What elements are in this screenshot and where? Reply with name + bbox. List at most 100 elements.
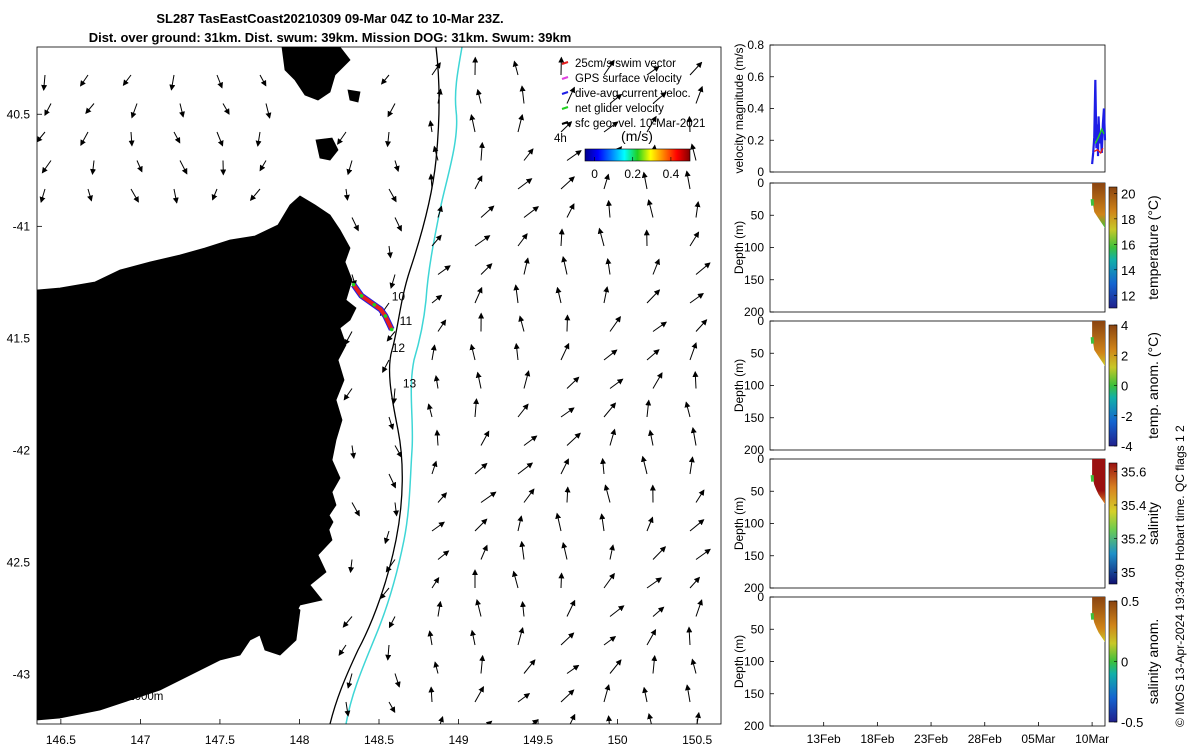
geo-vector-arrow (385, 559, 396, 573)
panel-colorbar-tick-label: 35 (1121, 565, 1135, 580)
geo-vector-arrow (652, 321, 667, 332)
panel-colorbar-tick-label: 0 (1121, 379, 1128, 394)
geo-vector-arrow (695, 262, 711, 275)
net-velocity-point (389, 327, 394, 332)
panel-frame (769, 458, 1106, 589)
geo-vector-arrow (523, 370, 531, 389)
track-day-label: 12 (392, 341, 406, 355)
map-x-tick-label: 150.5 (682, 733, 712, 747)
footer-credit: © IMOS 13-Apr-2024 19:34:09 Hobart time.… (1173, 425, 1187, 727)
geo-vector-arrow (652, 91, 667, 104)
geo-vector-arrow (695, 599, 703, 617)
small-island-a (315, 137, 339, 161)
geo-vector-arrow (603, 636, 617, 646)
geo-vector-arrow (648, 429, 654, 446)
profile-panel-4: 0 50 100 150 200 Depth (m) 35 35.2 35.4 35.6 salin… (732, 452, 1161, 595)
geo-vector-arrow (430, 344, 437, 361)
geo-vector-arrow (517, 693, 531, 703)
colorbar-gradient (584, 148, 691, 162)
legend-suffix: 4h (554, 133, 567, 145)
geo-vector-arrow (343, 388, 353, 401)
geo-vector-arrow (646, 199, 654, 218)
geo-vector-arrow (90, 160, 97, 176)
geo-vector-arrow (689, 293, 704, 304)
geo-vector-arrow (645, 399, 652, 418)
legend-swatch (561, 61, 569, 65)
geo-vector-arrow (346, 673, 353, 689)
panel-y-tick-label: 0.6 (747, 70, 764, 84)
geo-vector-arrow (603, 684, 611, 703)
northern-island (281, 47, 351, 101)
legend-entry: net glider velocity (575, 103, 664, 115)
chart-title-line2: Dist. over ground: 31km. Dist. swum: 39k… (88, 30, 572, 45)
geo-vector-arrow (560, 458, 569, 475)
geo-vector-arrow (338, 644, 347, 656)
geo-vector-arrow (640, 455, 648, 475)
geo-vector-arrow (609, 659, 622, 674)
geo-vector-arrow (480, 544, 488, 560)
panel-y-tick-label: 50 (751, 622, 765, 636)
profile-heatmap-edge (1090, 199, 1095, 206)
colorbar-tick-label: 0 (591, 167, 598, 181)
net-velocity-point (383, 314, 388, 318)
geo-vector-arrow (517, 627, 525, 646)
geo-vector-arrow (517, 113, 525, 133)
geo-vector-arrow (469, 114, 476, 133)
geo-vector-arrow (130, 188, 139, 203)
panel-colorbar-tick-label: 4 (1121, 318, 1128, 333)
geo-vector-arrow (479, 654, 486, 674)
panel-y-tick-label: 200 (744, 719, 764, 733)
panel-y-tick-label: 0 (757, 165, 764, 179)
geo-vector-arrow (259, 74, 267, 87)
colorbar-label: (m/s) (621, 128, 653, 144)
geo-vector-arrow (387, 103, 396, 118)
geo-vector-arrow (436, 600, 443, 617)
panel-frame (769, 44, 1106, 173)
geo-vector-arrow (523, 206, 539, 218)
geo-vector-arrow (684, 170, 691, 190)
geo-vector-arrow (346, 160, 353, 176)
southern-peninsula (249, 594, 301, 656)
geo-vector-arrow (436, 88, 443, 104)
geo-vector-arrow (87, 188, 93, 202)
geo-vector-arrow (39, 188, 46, 203)
geo-vector-arrow (646, 577, 662, 589)
geo-vector-arrow (603, 121, 619, 133)
geo-vector-arrow (569, 713, 576, 724)
panel-colorbar-tick-label: 14 (1121, 263, 1135, 278)
geo-vector-arrow (386, 331, 396, 342)
panel-colorbar-tick-label: 16 (1121, 237, 1135, 252)
colorbar-tick-label: 0.4 (663, 167, 680, 181)
track-day-labels: 10 11 12 13 (392, 289, 417, 390)
geo-vector-arrow (351, 502, 360, 517)
legend-swatch (561, 76, 569, 80)
legend-entry: 25cm/s swim vector (575, 58, 676, 70)
panel-y-tick-label: 200 (744, 305, 764, 319)
geo-vector-arrow (603, 402, 617, 418)
map-x-tick-label: 149.5 (523, 733, 553, 747)
velocity-series-line (1094, 127, 1105, 144)
geo-vector-arrow (474, 286, 483, 304)
colorbar-tick-label: 0.2 (624, 167, 641, 181)
panel-y-tick-label: 0 (757, 314, 764, 328)
panel-colorbar-tick-label: 2 (1121, 348, 1128, 363)
geo-vector-arrow (689, 61, 703, 76)
geo-vector-arrow (385, 644, 392, 661)
geo-vector-arrow (80, 131, 89, 147)
panel-y-tick-label: 100 (744, 379, 764, 393)
isobath-label: isobaths: 0 200 1000m (47, 691, 163, 703)
geo-vector-arrow (428, 686, 435, 703)
geo-vector-arrow (647, 712, 654, 724)
geo-vector-arrow (689, 519, 705, 532)
map-plot-area (37, 47, 711, 724)
geo-vector-arrow (652, 258, 660, 275)
geo-vector-arrow (513, 342, 520, 361)
map-x-tick-label: 147 (130, 733, 150, 747)
geo-vector-arrow (690, 426, 697, 446)
geo-vector-arrow (560, 121, 573, 133)
geo-vector-arrow (41, 74, 48, 91)
geo-vector-arrow (566, 599, 576, 617)
geo-vector-arrow (474, 235, 491, 247)
geo-vector-arrow (431, 294, 443, 304)
geo-vector-arrow (385, 131, 392, 148)
